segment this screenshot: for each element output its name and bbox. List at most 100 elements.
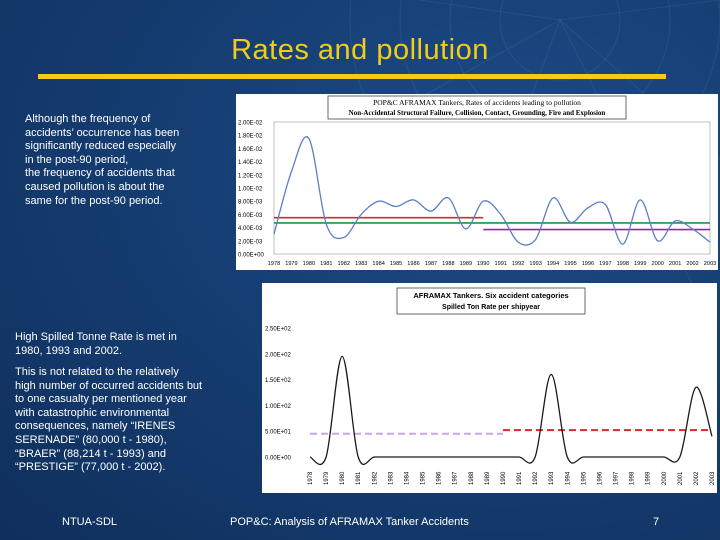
x-tick-label: 1986	[437, 471, 443, 485]
text-line: 1980, 1993 and 2002.	[15, 344, 123, 357]
y-tick-label: 2.00E+02	[265, 352, 292, 358]
chart-title-box	[327, 95, 627, 120]
y-tick-label: 2.50E+02	[265, 327, 292, 333]
x-tick-label: 1988	[469, 471, 475, 485]
y-tick-label: 2.00E-02	[238, 121, 263, 127]
y-tick-label: 1.60E-02	[238, 147, 263, 153]
paragraph-spill-rate: High Spilled Tonne Rate is met in 1980, …	[15, 331, 247, 358]
x-tick-label: 1993	[549, 471, 555, 485]
text-line: the frequency of accidents that	[25, 167, 175, 180]
x-tick-label: 1989	[460, 261, 472, 267]
text-line: “PRESTIGE” (77,000 t - 2002).	[15, 461, 166, 474]
y-tick-label: 1.50E+02	[265, 378, 292, 384]
x-tick-label: 1998	[617, 261, 629, 267]
text-line: Although the frequency of	[25, 113, 151, 125]
text-line: consequences, namely “IRENES	[15, 420, 176, 433]
page-number: 7	[653, 516, 660, 528]
series-line	[273, 136, 711, 246]
x-tick-label: 1999	[634, 261, 646, 267]
x-tick-label: 2000	[662, 471, 668, 485]
x-tick-label: 1991	[494, 261, 506, 267]
y-tick-label: 4.00E-03	[238, 226, 263, 232]
plot-area	[310, 328, 712, 457]
text-line: caused pollution is about the	[25, 180, 165, 193]
x-tick-label: 1981	[320, 261, 332, 267]
y-tick-label: 8.00E-03	[238, 200, 263, 206]
x-tick-label: 1997	[614, 471, 620, 485]
x-tick-label: 1983	[388, 471, 394, 485]
x-tick-label: 1993	[529, 261, 541, 267]
slide-title: Rates and pollution	[231, 34, 489, 66]
x-tick-label: 1985	[421, 471, 427, 485]
x-tick-label: 1979	[285, 261, 297, 267]
x-tick-label: 1983	[355, 261, 367, 267]
text-line: high number of occurred accidents but	[15, 379, 203, 392]
text-line: with catastrophic environmental	[15, 406, 170, 419]
paragraph-casualties: This is not related to the relatively hi…	[15, 366, 247, 475]
x-tick-label: 1995	[564, 261, 576, 267]
x-tick-label: 1995	[581, 471, 587, 485]
text-line: SERENADE” (80,000 t - 1980),	[15, 433, 167, 446]
x-tick-label: 1987	[453, 471, 459, 485]
x-tick-label: 1986	[407, 261, 419, 267]
chart-subtitle: Spilled Ton Rate per shipyear	[442, 304, 540, 311]
x-tick-label: 2003	[704, 261, 716, 267]
y-tick-label: 6.00E-03	[238, 213, 263, 219]
x-tick-label: 1998	[630, 471, 636, 485]
chart-title-box	[396, 287, 586, 315]
y-tick-label: 1.00E+02	[265, 404, 292, 410]
x-tick-label: 1984	[372, 261, 384, 267]
x-tick-label: 1981	[356, 471, 362, 485]
x-tick-label: 1984	[404, 471, 410, 485]
y-tick-label: 1.20E-02	[238, 173, 263, 179]
y-tick-label: 0.00E+00	[265, 456, 292, 462]
y-tick-label: 2.00E-03	[238, 239, 263, 245]
y-tick-label: 1.80E-02	[238, 134, 263, 140]
x-tick-label: 1997	[599, 261, 611, 267]
paragraph-frequency: Although the frequency of accidents’ occ…	[25, 113, 212, 208]
spilled-ton-rate-chart: AFRAMAX Tankers. Six accident categories…	[262, 283, 717, 493]
text-line: High Spilled Tonne Rate is met in	[15, 331, 177, 343]
x-tick-label: 1996	[597, 471, 603, 485]
x-tick-label: 1982	[338, 261, 350, 267]
chart-subtitle: Non-Accidental Structural Failure, Colli…	[349, 109, 606, 117]
x-tick-label: 1991	[517, 471, 523, 485]
x-tick-label: 1999	[646, 471, 652, 485]
accident-rate-chart-svg: POP&C AFRAMAX Tankers, Rates of accident…	[238, 95, 716, 267]
plot-area	[273, 121, 711, 255]
footer-presentation-title: POP&C: Analysis of AFRAMAX Tanker Accide…	[230, 516, 469, 528]
text-line: same for the post-90 period.	[25, 194, 163, 207]
x-tick-label: 1982	[372, 471, 378, 485]
x-tick-label: 1994	[547, 261, 559, 267]
x-tick-label: 2002	[686, 261, 698, 267]
x-tick-label: 1990	[477, 261, 489, 267]
x-tick-label: 1988	[442, 261, 454, 267]
spilled-ton-rate-chart-svg: AFRAMAX Tankers. Six accident categories…	[265, 287, 716, 485]
x-tick-label: 2000	[651, 261, 663, 267]
y-tick-label: 5.00E+01	[265, 430, 292, 436]
x-tick-label: 1980	[303, 261, 315, 267]
text-line: accidents’ occurrence has been	[25, 126, 180, 139]
x-tick-label: 1992	[533, 471, 539, 485]
x-tick-label: 1989	[485, 471, 491, 485]
y-tick-label: 1.40E-02	[238, 160, 263, 166]
text-line: This is not related to the relatively	[15, 366, 179, 378]
y-tick-label: 0.00E+00	[238, 253, 265, 259]
x-tick-label: 2001	[678, 471, 684, 485]
x-tick-label: 2002	[694, 471, 700, 485]
x-tick-label: 2003	[710, 471, 716, 485]
text-line: “BRAER” (88,214 t - 1993) and	[15, 447, 167, 460]
x-tick-label: 2001	[669, 261, 681, 267]
x-tick-label: 1980	[340, 471, 346, 485]
text-line: to one casualty per mentioned year	[15, 393, 187, 406]
y-tick-label: 1.00E-02	[238, 187, 263, 193]
x-tick-label: 1994	[565, 471, 571, 485]
chart-title: POP&C AFRAMAX Tankers, Rates of accident…	[373, 98, 581, 107]
footer-organization: NTUA-SDL	[62, 516, 118, 528]
x-tick-label: 1992	[512, 261, 524, 267]
accident-rate-chart: POP&C AFRAMAX Tankers, Rates of accident…	[236, 94, 718, 270]
chart-title: AFRAMAX Tankers. Six accident categories	[413, 291, 568, 300]
x-tick-label: 1978	[268, 261, 280, 267]
x-tick-label: 1996	[582, 261, 594, 267]
text-line: significantly reduced especially	[25, 140, 177, 153]
